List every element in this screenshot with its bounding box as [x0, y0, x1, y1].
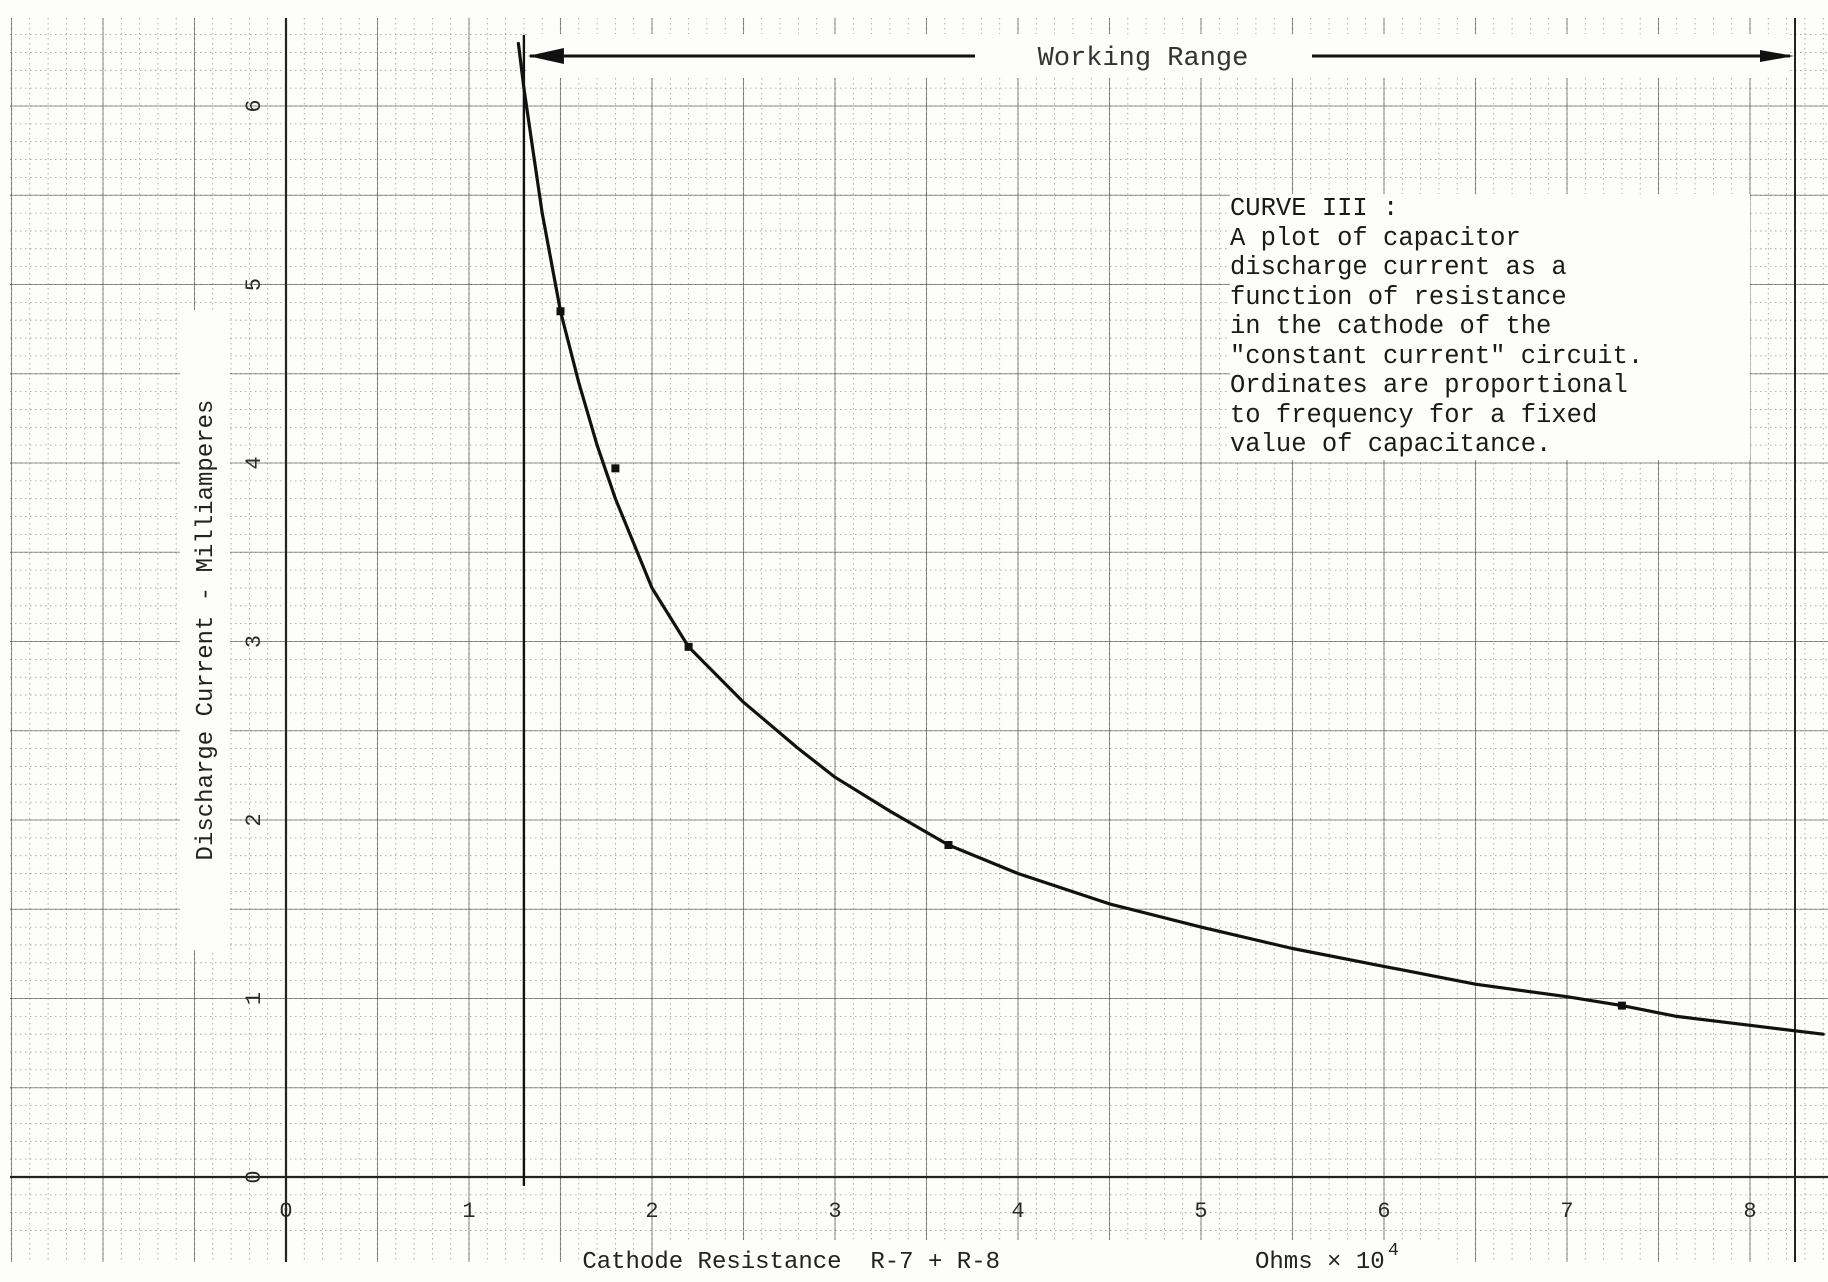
y-tick-label: 6	[242, 99, 267, 112]
y-tick-label: 2	[242, 813, 267, 826]
x-tick-label: 7	[1560, 1199, 1573, 1224]
x-tick-label: 1	[462, 1199, 475, 1224]
x-tick-label: 4	[1011, 1199, 1024, 1224]
curve-layer	[516, 41, 1825, 1036]
discharge-current-curve	[516, 41, 1825, 1036]
working-range-arrowhead-right	[1760, 50, 1794, 62]
working-range: Working Range	[522, 34, 1794, 1186]
data-point	[611, 464, 620, 473]
y-axis-label-backdrop	[180, 310, 230, 950]
y-tick-label: 0	[242, 1170, 267, 1183]
y-tick-label: 5	[242, 278, 267, 291]
y-axis-label: Discharge Current - Milliamperes	[193, 400, 220, 861]
tick-labels: 0 1 2 3 4 5 6 7 8 0 1 2 3 4 5 6	[242, 99, 1757, 1224]
y-tick-label: 3	[242, 635, 267, 648]
axes	[10, 18, 1828, 1262]
x-axis-label: Cathode Resistance R-7 + R-8	[582, 1249, 1000, 1276]
y-tick-label: 1	[242, 992, 267, 1005]
y-tick-label: 4	[242, 456, 267, 469]
data-point	[944, 840, 953, 849]
x-axis-units-exponent: 4	[1388, 1241, 1399, 1261]
x-tick-label: 0	[279, 1199, 292, 1224]
working-range-arrowhead-left	[527, 48, 564, 64]
data-point	[556, 307, 565, 316]
data-point	[684, 642, 693, 651]
x-tick-label: 5	[1194, 1199, 1207, 1224]
working-range-label: Working Range	[1038, 44, 1249, 74]
x-tick-label: 2	[645, 1199, 658, 1224]
curve-annotation: CURVE III : A plot of capacitor discharg…	[1230, 194, 1750, 460]
x-axis-units: Ohms × 10	[1255, 1249, 1385, 1276]
x-tick-label: 6	[1377, 1199, 1390, 1224]
x-tick-label: 3	[828, 1199, 841, 1224]
data-point	[1617, 1001, 1626, 1010]
x-tick-label: 8	[1743, 1199, 1756, 1224]
x-axis-label-backdrop	[660, 1240, 1450, 1276]
